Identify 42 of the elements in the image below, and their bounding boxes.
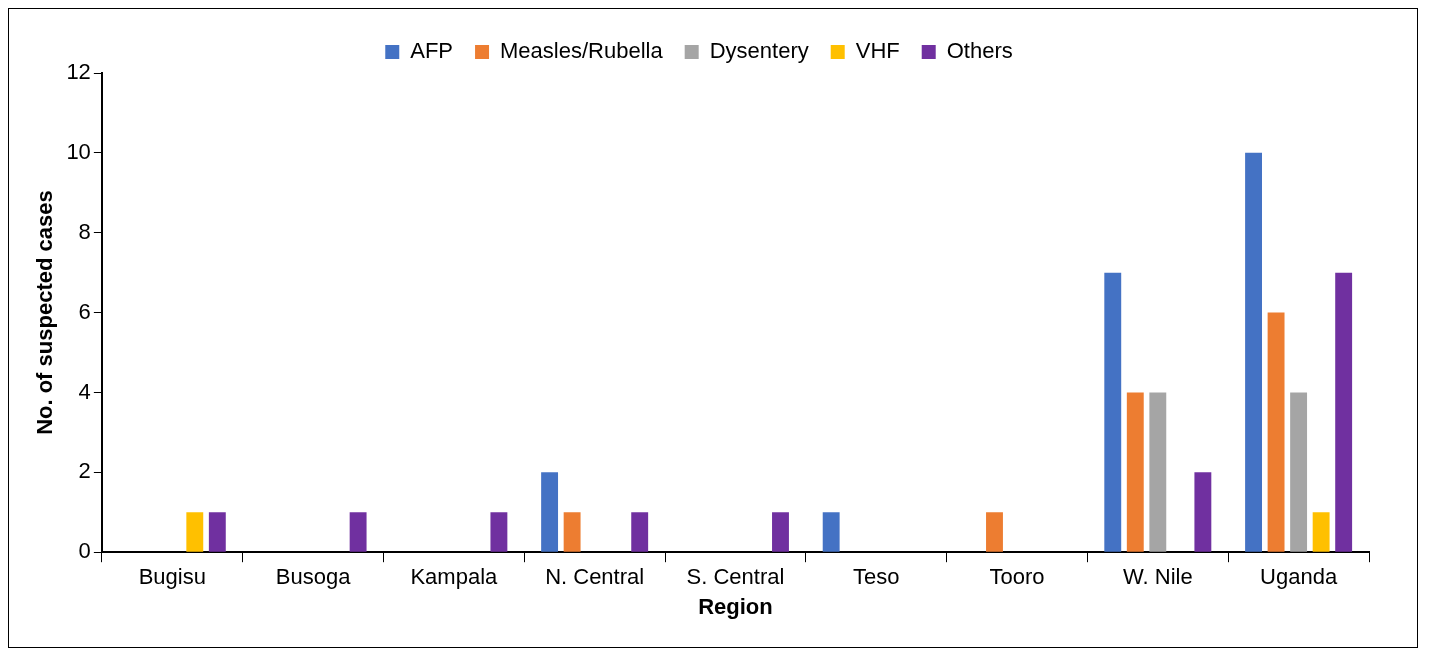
x-tick-label: Tooro (989, 564, 1045, 590)
y-tick-label: 6 (78, 298, 91, 324)
bar (1194, 472, 1212, 552)
y-tick-label: 12 (66, 59, 91, 85)
bar (541, 472, 559, 552)
bar (1245, 152, 1262, 552)
x-tick-label: Busoga (275, 564, 352, 590)
bar (1149, 392, 1167, 552)
x-tick-label: Bugisu (138, 564, 206, 590)
legend-label: AFP (410, 38, 454, 64)
bar (349, 512, 367, 552)
bar (563, 512, 581, 552)
legend-label: Others (946, 38, 1013, 64)
bar (772, 512, 789, 552)
x-tick-label: Teso (852, 564, 900, 590)
legend-label: Measles/Rubella (500, 38, 664, 64)
legend-label: VHF (855, 38, 900, 64)
y-tick-label: 2 (78, 458, 91, 484)
bar (1104, 272, 1122, 552)
y-tick-label: 10 (66, 138, 91, 164)
y-tick-label: 4 (78, 378, 91, 404)
x-axis-title: Region (698, 593, 773, 619)
x-tick-label: N. Central (545, 564, 645, 590)
x-tick-label: S. Central (686, 564, 785, 590)
x-tick-label: Kampala (410, 564, 499, 590)
bar (186, 512, 204, 552)
bar (822, 512, 840, 552)
bar (208, 512, 226, 552)
bar (1267, 312, 1285, 552)
bar (490, 512, 508, 552)
legend-label: Dysentery (709, 38, 809, 64)
x-tick-label: W. Nile (1122, 564, 1193, 590)
bar (1290, 392, 1308, 552)
bar (1335, 272, 1353, 552)
y-tick-label: 0 (78, 538, 91, 564)
x-tick-label: Uganda (1260, 564, 1338, 590)
bar (986, 512, 1003, 552)
bar (1126, 392, 1144, 552)
y-axis-title: No. of suspected cases (32, 190, 58, 435)
bar (1312, 512, 1330, 552)
bar (631, 512, 649, 552)
y-tick-label: 8 (78, 218, 91, 244)
